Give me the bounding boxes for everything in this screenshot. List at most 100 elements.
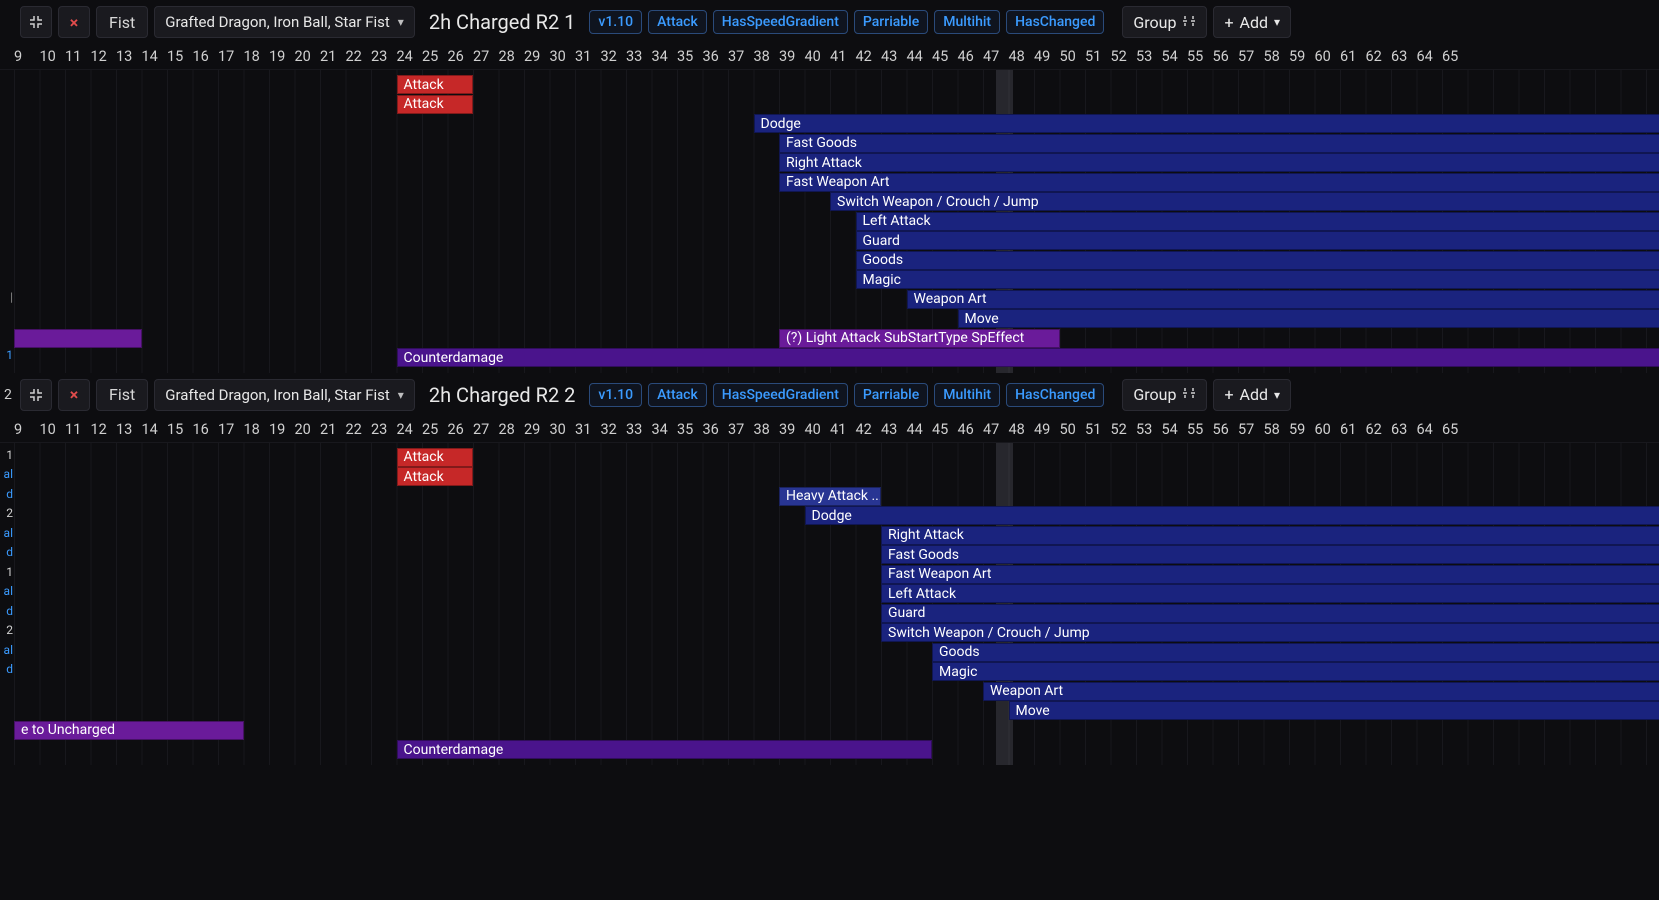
ruler-tick: 52	[1111, 48, 1137, 65]
ruler-tick: 38	[754, 48, 780, 65]
ruler-tick: 61	[1340, 421, 1366, 438]
add-button-label: Add	[1240, 385, 1268, 404]
timeline-bar[interactable]: Move	[958, 309, 1659, 328]
ruler-tick: 60	[1315, 421, 1341, 438]
side-column: 1ald2ald1ald2ald	[0, 443, 14, 765]
timeline-bar-label: Counterdamage	[404, 350, 504, 366]
group-button[interactable]: Group	[1122, 379, 1207, 411]
tag-v1-10[interactable]: v1.10	[589, 10, 642, 34]
timeline-bar[interactable]: e to Uncharged	[14, 721, 244, 740]
add-button[interactable]: + Add ▾	[1213, 379, 1291, 411]
plus-icon: +	[1224, 385, 1233, 404]
timeline-bar-label: Weapon Art	[990, 683, 1063, 699]
timeline-bar[interactable]: Fast Weapon Art	[779, 173, 1659, 192]
ruler-tick: 29	[524, 421, 550, 438]
timeline-bar[interactable]: Fast Goods	[881, 545, 1659, 564]
collapse-button[interactable]	[20, 6, 52, 38]
timeline-bar[interactable]: Dodge	[754, 114, 1659, 133]
timeline-bar[interactable]: Switch Weapon / Crouch / Jump	[830, 192, 1659, 211]
timeline-bar[interactable]: Right Attack	[779, 153, 1659, 172]
weapon-category[interactable]: Fist	[96, 379, 148, 411]
timeline-bar[interactable]: Right Attack	[881, 526, 1659, 545]
side-marker: d	[0, 604, 14, 624]
timeline-bar[interactable]: Magic	[856, 270, 1659, 289]
side-marker: 1	[0, 348, 14, 368]
timeline-bar[interactable]: Fast Weapon Art	[881, 565, 1659, 584]
timeline-bar[interactable]: Weapon Art	[907, 290, 1659, 309]
timeline-bar[interactable]: Attack	[397, 448, 474, 467]
ruler-tick: 47	[983, 421, 1009, 438]
timeline-bar[interactable]: Magic	[932, 662, 1659, 681]
timeline-bar[interactable]: Guard	[856, 231, 1659, 250]
ruler-tick: 55	[1187, 421, 1213, 438]
ruler-tick: 49	[1034, 48, 1060, 65]
ruler-tick: 35	[677, 48, 703, 65]
timeline-bar[interactable]: Goods	[856, 251, 1659, 270]
timeline-bar-label: Attack	[404, 96, 444, 112]
timeline-bar[interactable]: Move	[1009, 701, 1659, 720]
ruler-tick: 57	[1238, 421, 1264, 438]
ruler-tick: 56	[1213, 421, 1239, 438]
tag-hasspeedgradient[interactable]: HasSpeedGradient	[713, 383, 848, 407]
ruler-tick: 40	[805, 421, 831, 438]
tag-parriable[interactable]: Parriable	[854, 10, 928, 34]
add-button[interactable]: +Add▾	[1213, 6, 1291, 38]
timeline-bar[interactable]: Left Attack	[856, 212, 1659, 231]
side-marker: |	[0, 290, 14, 310]
timeline-bar[interactable]: Heavy Attack ...	[779, 487, 881, 506]
tag-v1-10[interactable]: v1.10	[589, 383, 642, 407]
tag-hasspeedgradient[interactable]: HasSpeedGradient	[713, 10, 848, 34]
timeline-bar[interactable]: (?) Light Attack SubStartType SpEffect	[779, 329, 1060, 348]
ruler-tick: 41	[830, 48, 856, 65]
ruler-tick: 18	[244, 421, 270, 438]
timeline-bar-label: Goods	[863, 252, 904, 268]
tag-haschanged[interactable]: HasChanged	[1006, 10, 1104, 34]
ruler-tick: 17	[218, 421, 244, 438]
weapon-category[interactable]: Fist	[96, 6, 148, 38]
frame-ruler[interactable]: 9101112131415161718192021222324252627282…	[0, 417, 1659, 443]
timeline-bar[interactable]: Switch Weapon / Crouch / Jump	[881, 623, 1659, 642]
ruler-tick: 21	[320, 421, 346, 438]
frame-ruler[interactable]: 9101112131415161718192021222324252627282…	[0, 44, 1659, 70]
timeline[interactable]: | 1 Attack Attack DodgeFast GoodsRight Attac…	[0, 70, 1659, 373]
ruler-tick: 38	[754, 421, 780, 438]
timeline-bar[interactable]: Attack	[397, 95, 474, 114]
side-marker: 2	[0, 506, 14, 526]
ruler-tick: 60	[1315, 48, 1341, 65]
timeline-bar[interactable]: Counterdamage	[397, 348, 1659, 367]
collapse-button[interactable]	[20, 379, 52, 411]
weapons-dropdown[interactable]: Grafted Dragon, Iron Ball, Star Fist▾	[154, 6, 415, 38]
ruler-tick: 15	[167, 48, 193, 65]
weapons-dropdown-label: Grafted Dragon, Iron Ball, Star Fist	[165, 386, 390, 404]
timeline-bar[interactable]: Dodge	[805, 506, 1659, 525]
close-button[interactable]: ×	[58, 6, 90, 38]
tag-attack[interactable]: Attack	[648, 10, 707, 34]
weapons-dropdown[interactable]: Grafted Dragon, Iron Ball, Star Fist▾	[154, 379, 415, 411]
timeline-bar[interactable]: Attack	[397, 75, 474, 94]
timeline-bar[interactable]: Left Attack	[881, 584, 1659, 603]
timeline-bar[interactable]: Goods	[932, 643, 1659, 662]
chevron-down-icon: ▾	[1274, 388, 1280, 402]
close-button[interactable]: ×	[58, 379, 90, 411]
timeline-bar-label: Left Attack	[888, 586, 956, 602]
timeline-bar[interactable]	[14, 329, 142, 348]
tag-multihit[interactable]: Multihit	[934, 10, 1000, 34]
ruler-tick: 32	[601, 48, 627, 65]
timeline[interactable]: 1ald2ald1ald2aldAttackAttackHeavy Attack…	[0, 443, 1659, 765]
ruler-tick: 51	[1085, 421, 1111, 438]
timeline-bar[interactable]: Fast Goods	[779, 134, 1659, 153]
tag-multihit[interactable]: Multihit	[934, 383, 1000, 407]
tag-attack[interactable]: Attack	[648, 383, 707, 407]
tag-haschanged[interactable]: HasChanged	[1006, 383, 1104, 407]
ruler-tick: 49	[1034, 421, 1060, 438]
timeline-bar[interactable]: Counterdamage	[397, 740, 933, 759]
group-button[interactable]: Group	[1122, 6, 1207, 38]
tag-parriable[interactable]: Parriable	[854, 383, 928, 407]
group-button-label: Group	[1133, 13, 1176, 32]
attack-name: 2h Charged R2 2	[421, 383, 584, 407]
timeline-bar[interactable]: Weapon Art	[983, 682, 1659, 701]
ruler-tick: 55	[1187, 48, 1213, 65]
timeline-bar[interactable]: Guard	[881, 604, 1659, 623]
ruler-tick: 40	[805, 48, 831, 65]
timeline-bar[interactable]: Attack	[397, 467, 474, 486]
